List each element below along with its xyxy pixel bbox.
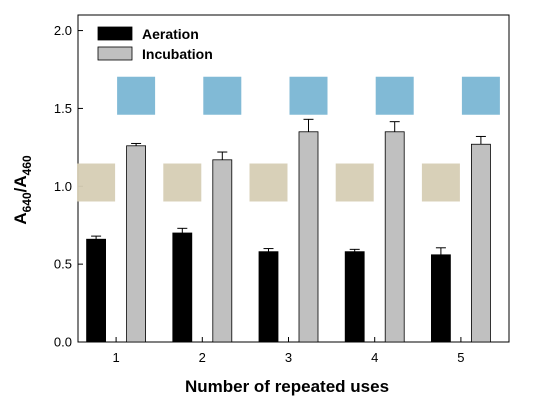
legend-label-aeration: Aeration: [142, 26, 199, 42]
bar-aeration: [172, 232, 193, 343]
y-tick-label: 2.0: [54, 23, 72, 38]
color-swatch-incubation: [289, 76, 328, 115]
bar-incubation: [298, 131, 319, 343]
y-axis-title: A640/A460: [11, 155, 34, 225]
bar-aeration: [258, 251, 279, 343]
color-swatch-incubation: [117, 76, 156, 115]
color-swatch-incubation: [203, 76, 242, 115]
x-axis: 1 2 3 4 5: [112, 337, 465, 365]
bar-incubation: [470, 143, 491, 343]
color-swatch-incubation: [375, 76, 414, 115]
y-axis-title-sub1: 640: [20, 192, 34, 212]
color-swatch-aeration: [77, 163, 116, 202]
x-tick-label: 5: [457, 350, 464, 365]
x-tick-label: 3: [285, 350, 292, 365]
bar-aeration: [86, 238, 106, 343]
bar-incubation: [126, 145, 146, 343]
y-axis-title-main: A: [11, 212, 30, 224]
y-tick-label: 1.5: [54, 101, 72, 116]
bars: [86, 118, 491, 343]
y-tick-label: 0.0: [54, 335, 72, 350]
x-axis-title: Number of repeated uses: [185, 377, 389, 396]
color-swatch-aeration: [163, 163, 202, 202]
legend-swatch-incubation: [97, 46, 133, 61]
y-tick-label: 1.0: [54, 179, 72, 194]
legend-swatch-aeration: [97, 26, 133, 41]
bar-aeration: [344, 251, 365, 343]
x-tick-label: 4: [371, 350, 378, 365]
legend-label-incubation: Incubation: [142, 46, 213, 62]
x-tick-label: 2: [199, 350, 206, 365]
y-axis-title-slash: /A: [11, 175, 30, 192]
legend: Aeration Incubation: [97, 26, 213, 62]
color-swatch-aeration: [335, 163, 374, 202]
y-axis: 0.0 0.5 1.0 1.5 2.0: [54, 23, 83, 350]
color-swatch-incubation: [461, 76, 500, 115]
bar-incubation: [212, 159, 233, 343]
x-tick-label: 1: [112, 350, 119, 365]
color-swatch-aeration: [249, 163, 288, 202]
y-tick-label: 0.5: [54, 257, 72, 272]
y-axis-title-sub2: 460: [20, 155, 34, 175]
bar-incubation: [384, 131, 405, 343]
bar-aeration: [430, 254, 451, 343]
color-swatches: [77, 76, 500, 202]
color-swatch-aeration: [421, 163, 460, 202]
